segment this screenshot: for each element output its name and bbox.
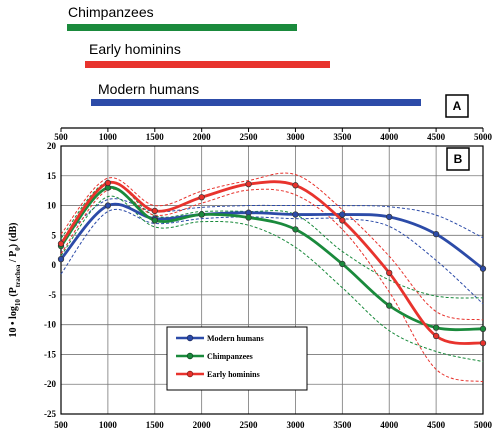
- x-tick-label-top: 4000: [380, 132, 399, 142]
- x-tick-label-bottom: 3500: [333, 420, 352, 430]
- panel-b-label: B: [454, 152, 463, 166]
- data-point-modern-humans: [57, 256, 65, 263]
- band-upper-chimpanzees: [60, 181, 484, 299]
- data-point-chimpanzees: [432, 324, 440, 331]
- panel-b: 500 1000 1500 2000 2500 3000 3500 4000 4500 5000 …: [8, 127, 493, 430]
- y-axis-label: 10 • log10 (Ptrachea / P0) (dB): [8, 223, 22, 338]
- data-point-modern-humans: [386, 213, 393, 221]
- band-lower-chimpanzees: [60, 195, 484, 363]
- data-point-modern-humans: [104, 202, 112, 209]
- data-point-modern-humans: [339, 211, 346, 218]
- data-point-early-hominins: [198, 194, 205, 201]
- x-tick-label-bottom: 4000: [380, 420, 399, 430]
- band-upper-early-hominins: [60, 172, 484, 321]
- x-tick-labels-top: 500 1000 1500 2000 2500 3000 3500 4000 4500 5000: [54, 132, 492, 142]
- data-point-chimpanzees: [479, 325, 487, 332]
- x-tick-label-bottom: 2500: [240, 420, 259, 430]
- data-point-early-hominins: [57, 240, 65, 247]
- data-point-early-hominins: [386, 269, 393, 277]
- data-point-chimpanzees: [386, 302, 393, 309]
- data-point-early-hominins: [292, 182, 299, 189]
- x-tick-label-top: 2000: [193, 132, 212, 142]
- x-tick-label-bottom: 2000: [193, 420, 212, 430]
- y-tick-label: -20: [44, 379, 56, 389]
- legend-item-chimpanzees: Chimpanzees: [176, 352, 253, 361]
- y-tick-label: 5: [52, 230, 57, 240]
- legend-label-modern-humans: Modern humans: [207, 334, 264, 343]
- x-tick-label-bottom: 5000: [474, 420, 493, 430]
- series-line-chimpanzees: [59, 186, 484, 332]
- grid: [60, 127, 484, 415]
- data-point-modern-humans: [292, 211, 299, 218]
- series-points: [57, 179, 487, 347]
- data-point-early-hominins: [245, 180, 252, 188]
- x-tick-label-bottom: 500: [54, 420, 68, 430]
- panel-a: Chimpanzees Early hominins Modern humans…: [67, 4, 469, 118]
- data-point-modern-humans: [479, 265, 487, 272]
- x-tick-label-bottom: 4500: [427, 420, 446, 430]
- data-point-early-hominins: [339, 217, 346, 224]
- x-tick-label-bottom: 1000: [99, 420, 118, 430]
- legend-label-early-hominins: Early hominins: [207, 370, 260, 379]
- band-lower-modern-humans: [60, 209, 484, 305]
- x-tick-label-top: 500: [54, 132, 68, 142]
- panel-a-label: A: [453, 99, 462, 113]
- y-tick-label: 15: [47, 171, 57, 181]
- series-line-early-hominins: [59, 180, 484, 345]
- data-point-modern-humans: [432, 230, 440, 238]
- x-tick-label-bottom: 3000: [286, 420, 305, 430]
- x-tick-label-bottom: 1500: [146, 420, 165, 430]
- series-lines: [59, 180, 484, 345]
- y-tick-label: -10: [44, 320, 56, 330]
- legend-item-early-hominins: Early hominins: [176, 370, 260, 379]
- x-tick-label-top: 4500: [427, 132, 446, 142]
- bar-label-early-hominins: Early hominins: [89, 41, 181, 57]
- bar-label-chimpanzees: Chimpanzees: [68, 4, 154, 20]
- bar-early-hominins: [85, 61, 330, 68]
- x-tick-label-top: 1500: [146, 132, 165, 142]
- x-tick-label-top: 2500: [240, 132, 259, 142]
- bar-label-modern-humans: Modern humans: [98, 81, 199, 97]
- data-point-chimpanzees: [292, 226, 299, 233]
- data-point-chimpanzees: [198, 211, 205, 218]
- data-point-early-hominins: [432, 332, 440, 340]
- y-tick-label: 10: [47, 201, 57, 211]
- panel-a-label-box: [445, 94, 469, 118]
- panel-b-label-box: [446, 147, 470, 171]
- data-point-chimpanzees: [245, 214, 252, 221]
- y-tick-label: -15: [44, 349, 56, 359]
- data-point-early-hominins: [104, 179, 112, 187]
- data-point-chimpanzees: [339, 260, 346, 268]
- legend: Modern humans Chimpanzees Early hominins: [166, 326, 308, 391]
- bar-chimpanzees: [67, 24, 297, 31]
- x-tick-label-top: 3000: [286, 132, 305, 142]
- legend-label-chimpanzees: Chimpanzees: [207, 352, 253, 361]
- x-tick-labels-bottom: 500 1000 1500 2000 2500 3000 3500 4000 4500 5000: [54, 420, 492, 430]
- data-point-early-hominins: [151, 207, 158, 215]
- series-line-modern-humans: [59, 202, 484, 270]
- y-tick-label: -25: [44, 409, 56, 419]
- x-tick-label-top: 1000: [99, 132, 118, 142]
- y-tick-label: 0: [52, 260, 57, 270]
- legend-item-modern-humans: Modern humans: [176, 334, 264, 343]
- x-tick-label-top: 5000: [474, 132, 493, 142]
- y-tick-labels: -25 -20 -15 -10 -5 0 5 10 15 20: [44, 141, 57, 419]
- bar-modern-humans: [91, 99, 421, 106]
- plot-frame: [60, 145, 484, 415]
- band-upper-modern-humans: [60, 198, 484, 242]
- data-point-early-hominins: [479, 339, 487, 347]
- x-tick-label-top: 3500: [333, 132, 352, 142]
- y-tick-label: 20: [47, 141, 57, 151]
- data-point-chimpanzees: [151, 217, 158, 224]
- y-tick-label: -5: [49, 290, 57, 300]
